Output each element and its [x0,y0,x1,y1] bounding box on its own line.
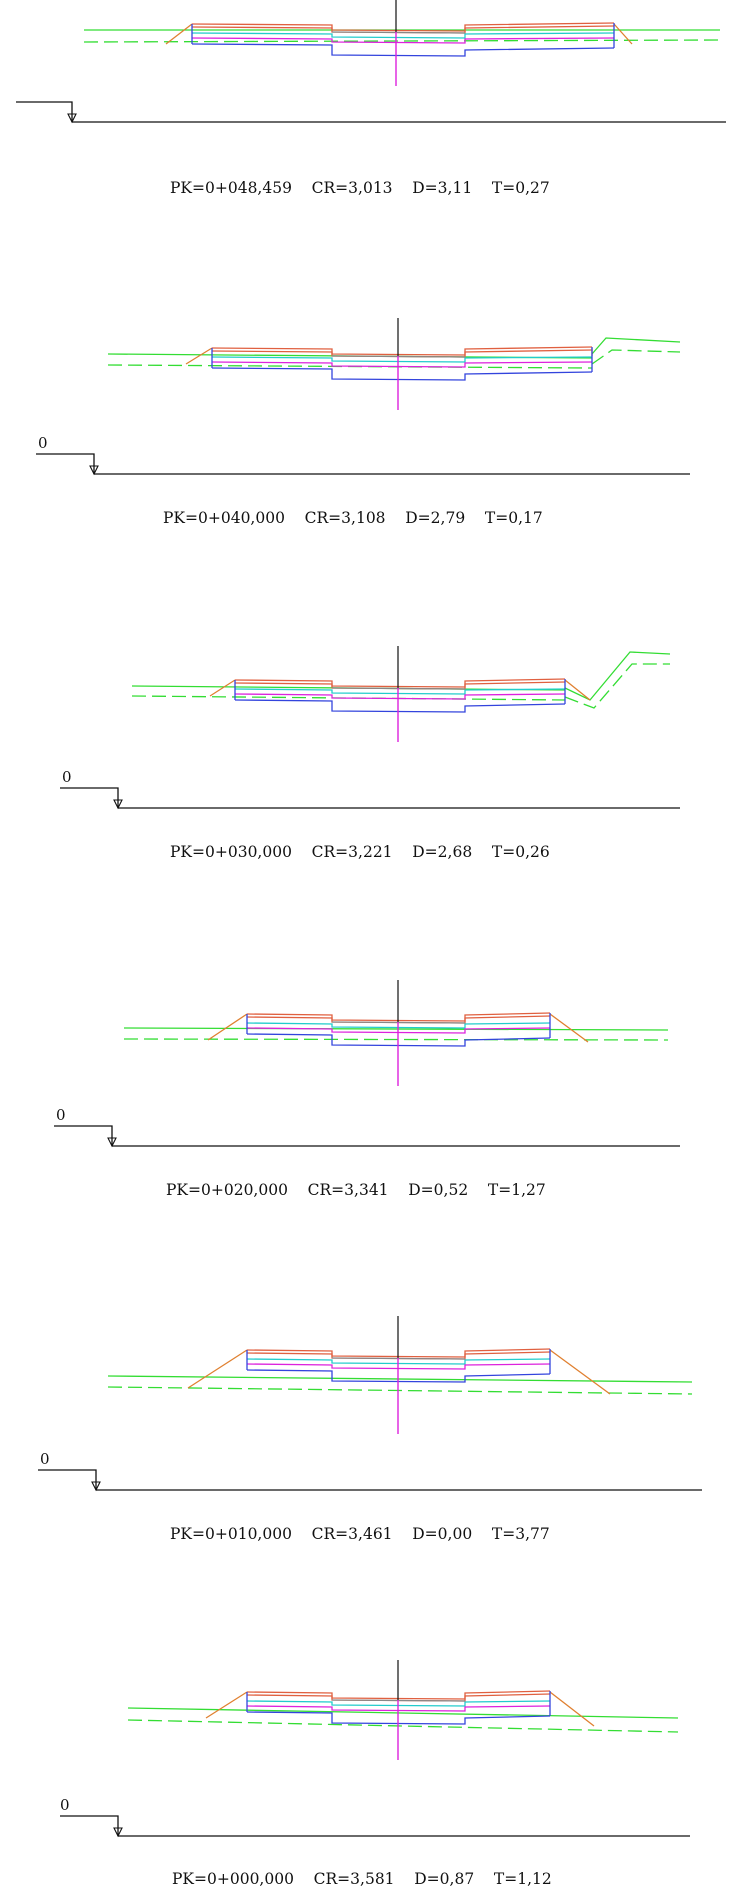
formation-level [234,699,566,713]
slope-left [209,679,236,697]
terrain-line-right [564,651,671,701]
reference-leader [38,1469,97,1490]
section-caption: PK=0+020,000 CR=3,341 D=0,52 T=1,27 [166,1181,546,1199]
slope-right [564,679,591,701]
terrain-dashed-line [127,1719,679,1733]
formation-level [191,43,615,57]
datum-triangle [67,113,77,124]
cross-section-1: PK=0+048,459 CR=3,013 D=3,11 T=0,27 [16,0,726,197]
base-layer-cyan [191,32,615,39]
terrain-dashed-line [123,1038,669,1041]
terrain-line [123,1027,669,1031]
datum-triangle [89,465,99,476]
cross-section-4: 0 PK=0+020,000 CR=3,341 D=0,52 T=1,27 [54,980,680,1199]
datum-label: 0 [40,1450,50,1468]
slope-left [205,1691,248,1719]
datum-label: 0 [38,434,48,452]
section-caption: PK=0+010,000 CR=3,461 D=0,00 T=3,77 [170,1525,550,1543]
datum-label: 0 [62,768,72,786]
slope-right [549,1349,611,1395]
datum-triangle [107,1137,117,1148]
base-layer-magenta [234,693,566,700]
terrain-dashed-line-right [591,349,681,365]
surface-layer [191,22,615,32]
slope-left [165,23,193,45]
datum-label: 0 [60,1796,70,1814]
slope-right [549,1691,595,1727]
cross-section-2: 0 PK=0+040,000 CR=3,108 D=2,79 T=0,17 [36,318,690,527]
terrain-dashed-line [83,39,721,43]
cross-section-6: 0 PK=0+000,000 CR=3,581 D=0,87 T=1,12 [60,1660,690,1887]
terrain-dashed-line [107,1386,693,1395]
terrain-line [127,1707,679,1719]
reference-leader [16,101,73,122]
slope-left [207,1013,248,1041]
terrain-dashed-line-right [564,663,670,709]
datum-triangle [113,1827,123,1838]
reference-leader [36,453,95,474]
slope-left [185,347,213,365]
base-layer-cyan [211,356,593,363]
slope-right [613,23,633,45]
formation-level [211,367,593,381]
reference-leader [60,1815,119,1836]
datum-label: 0 [56,1106,66,1124]
base-layer-cyan [234,688,566,695]
slope-right [549,1013,589,1043]
cross-section-3: 0 PK=0+030,000 CR=3,221 D=2,68 T=0,26 [60,646,680,861]
terrain-line-right [591,337,681,355]
section-caption: PK=0+030,000 CR=3,221 D=2,68 T=0,26 [170,843,550,861]
section-caption: PK=0+000,000 CR=3,581 D=0,87 T=1,12 [172,1870,552,1887]
datum-triangle [113,799,123,810]
datum-triangle [91,1481,101,1492]
reference-leader [60,787,119,808]
terrain-dashed-line [131,695,566,701]
base-layer-magenta [191,37,615,44]
section-caption: PK=0+040,000 CR=3,108 D=2,79 T=0,17 [163,509,543,527]
cross-section-5: 0 PK=0+010,000 CR=3,461 D=0,00 T=3,77 [38,1316,702,1543]
slope-left [187,1349,248,1389]
section-caption: PK=0+048,459 CR=3,013 D=3,11 T=0,27 [170,179,550,197]
grey-layer [331,31,466,34]
reference-leader [54,1125,113,1146]
